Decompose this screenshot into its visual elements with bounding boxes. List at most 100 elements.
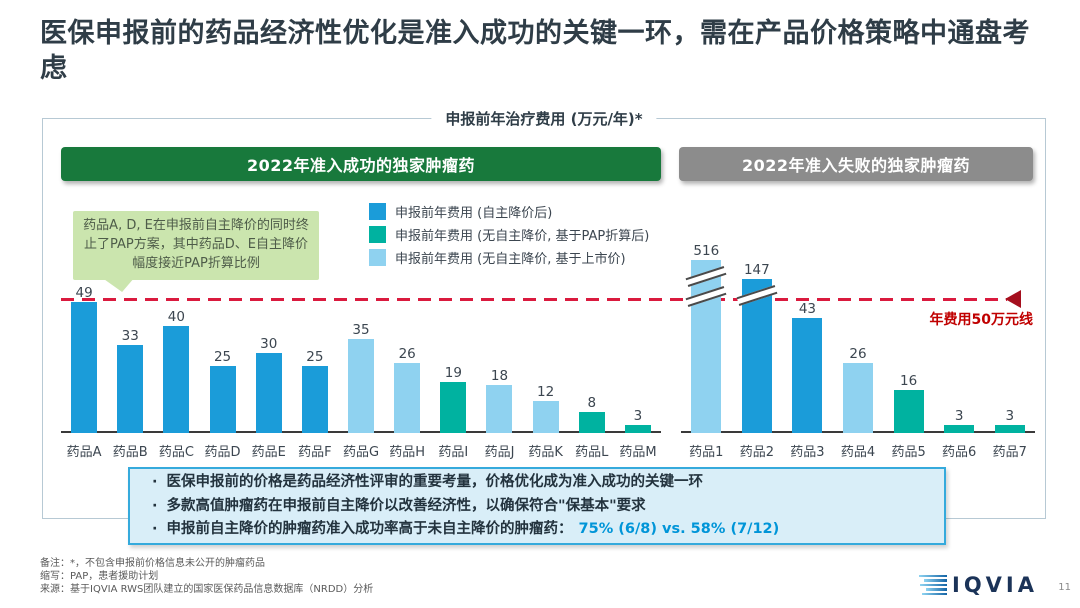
category-label: 药品C: [158, 445, 194, 460]
page-title: 医保申报前的药品经济性优化是准入成功的关键一环，需在产品价格策略中通盘考虑: [40, 18, 1030, 85]
category-label: 药品2: [739, 445, 774, 460]
iqvia-logo-text: IQVIA: [952, 573, 1038, 597]
callout-bullet-text: 多款高值肿瘤药在申报前自主降价以改善经济性，以确保符合"保基本"要求: [166, 497, 646, 514]
bar: [624, 424, 651, 433]
bar: [301, 366, 328, 433]
bar-value-label: 49: [75, 284, 93, 301]
bar-column: 33 药品B: [107, 243, 153, 460]
axis-break-icon: [685, 266, 727, 287]
reference-line-label: 年费用50万元线: [929, 312, 1033, 328]
legend-swatch-icon: [369, 226, 386, 243]
bar-column: 8 药品L: [569, 243, 615, 460]
bar-column: 16 药品5: [883, 243, 934, 460]
bar: [163, 325, 190, 433]
bar-value-label: 26: [398, 346, 416, 363]
bar-value-label: 40: [167, 308, 185, 325]
category-label: 药品K: [528, 445, 563, 460]
bar: [532, 400, 559, 433]
bar-value-label: 35: [352, 322, 370, 339]
axis-break-icon: [685, 286, 727, 307]
category-label: 药品D: [204, 445, 241, 460]
bar-column: 25 药品D: [199, 243, 245, 460]
bar-column: 35 药品G: [338, 243, 384, 460]
bar: [685, 260, 727, 433]
logo-bar-icon: [926, 588, 948, 591]
bar-column: 3 药品7: [984, 243, 1035, 460]
category-label: 药品7: [992, 445, 1027, 460]
logo-bar-icon: [920, 583, 948, 587]
page-number: 11: [1058, 582, 1071, 593]
bullet-dot-icon: ·: [152, 473, 158, 490]
reference-line-arrow-icon: [1005, 290, 1021, 308]
bar-chart-success: 49 药品A 33 药品B 40 药品C 25 药品D 30 药品E 25 药品F 35 药品G 26 药品H…: [61, 243, 661, 460]
callout-bullet-text: 申报前自主降价的肿瘤药准入成功率高于未自主降价的肿瘤药：: [166, 521, 573, 538]
logo-bar-icon: [919, 574, 948, 578]
legend-item: 申报前年费用 (无自主降价, 基于PAP折算后): [369, 226, 650, 244]
bar: [486, 384, 513, 433]
bar-value-label: 26: [849, 346, 867, 363]
bar: [736, 279, 778, 433]
bar-value-label: 3: [633, 407, 643, 424]
footnote: 缩写：PAP，患者援助计划: [40, 571, 159, 582]
category-label: 药品L: [575, 445, 609, 460]
bar: [348, 339, 375, 433]
footnote: 备注：*，不包含申报前价格信息未公开的肿瘤药品: [40, 558, 265, 569]
bar: [944, 424, 975, 433]
legend-label: 申报前年费用 (无自主降价, 基于PAP折算后): [395, 229, 650, 244]
legend-label: 申报前年费用 (自主降价后): [395, 206, 553, 221]
bar-value-label: 19: [444, 365, 462, 382]
logo-bar-icon: [924, 579, 948, 582]
category-label: 药品H: [389, 445, 426, 460]
category-label: 药品G: [342, 445, 380, 460]
footnotes: 备注：*，不包含申报前价格信息未公开的肿瘤药品 缩写：PAP，患者援助计划 来源：基…: [40, 557, 373, 596]
legend-swatch-icon: [369, 249, 386, 266]
category-label: 药品4: [840, 445, 876, 460]
bar-value-label: 16: [900, 373, 918, 390]
category-label: 药品M: [619, 445, 657, 460]
bar-column: 147 药品2: [732, 243, 783, 460]
bar: [255, 352, 282, 433]
key-takeaways-box: · 医保申报前的价格是药品经济性评审的重要考量，价格优化成为准入成功的关键一环 · 多…: [128, 467, 946, 545]
category-label: 药品5: [891, 445, 926, 460]
figure-title: 申报前年治疗费用 (万元/年)*: [431, 108, 657, 129]
panel-header-success: 2022年准入成功的独家肿瘤药: [61, 147, 661, 181]
bar-column: 25 药品F: [292, 243, 338, 460]
bar: [440, 382, 467, 433]
bar: [71, 301, 98, 433]
callout-bullet: · 多款高值肿瘤药在申报前自主降价以改善经济性，以确保符合"保基本"要求: [152, 497, 936, 516]
bar: [117, 344, 144, 433]
bar-column: 3 药品6: [934, 243, 985, 460]
callout-bullet-text: 医保申报前的价格是药品经济性评审的重要考量，价格优化成为准入成功的关键一环: [166, 473, 704, 490]
legend-label: 申报前年费用 (无自主降价, 基于上市价): [395, 252, 626, 267]
bar-value-label: 12: [537, 383, 555, 400]
bar: [578, 411, 605, 433]
axis-break-icon: [736, 285, 778, 306]
category-label: 药品J: [484, 445, 515, 460]
bar: [792, 317, 823, 433]
legend-item: 申报前年费用 (自主降价后): [369, 203, 649, 221]
logo-bar-icon: [922, 592, 948, 596]
bar-value-label: 3: [954, 407, 964, 424]
bar-value-label: 18: [490, 367, 509, 384]
bar-column: 30 药品E: [246, 243, 292, 460]
bar-value-label: 3: [1005, 407, 1015, 424]
category-label: 药品B: [112, 445, 148, 460]
bar-column: 26 药品H: [384, 243, 430, 460]
bar-column: 43 药品3: [782, 243, 833, 460]
bullet-dot-icon: ·: [152, 497, 158, 514]
bar: [893, 390, 924, 433]
bar-column: 40 药品C: [153, 243, 199, 460]
iqvia-logo-bars: [919, 574, 948, 596]
callout-list: · 医保申报前的价格是药品经济性评审的重要考量，价格优化成为准入成功的关键一环 · 多…: [152, 473, 936, 540]
iqvia-logo: IQVIA: [919, 573, 1038, 597]
category-label: 药品6: [942, 445, 977, 460]
annotation-note: 药品A, D, E在申报前自主降价的同时终止了PAP方案，其中药品D、E自主降价…: [73, 211, 319, 280]
bar-value-label: 25: [213, 349, 232, 365]
bar-value-label: 147: [743, 262, 770, 278]
bar-value-label: 30: [260, 335, 278, 352]
bar-value-label: 516: [693, 243, 720, 259]
bar-column: 516 药品1: [681, 243, 732, 460]
bullet-dot-icon: ·: [152, 521, 158, 538]
bar-value-label: 43: [798, 300, 817, 317]
category-label: 药品I: [438, 445, 469, 460]
